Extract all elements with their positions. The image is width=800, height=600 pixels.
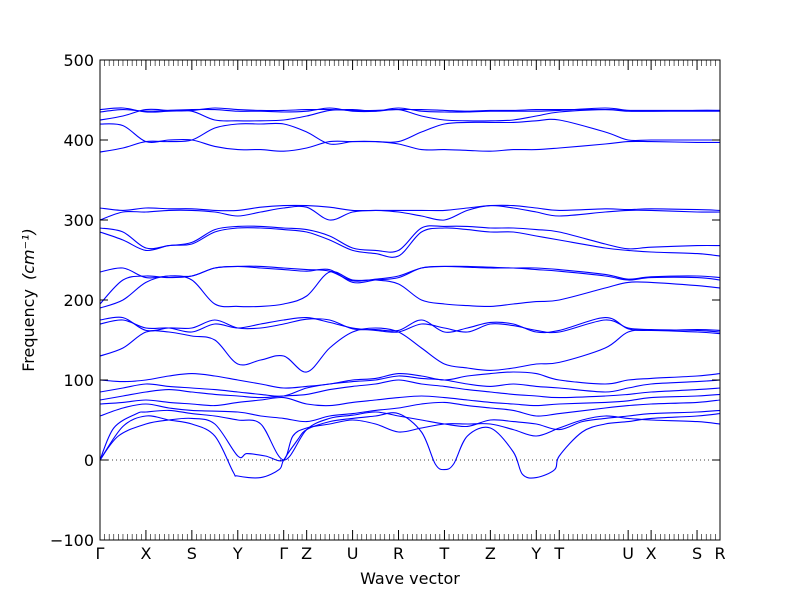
- series-group: [100, 107, 720, 479]
- band-23: [100, 107, 720, 113]
- band-2: [100, 415, 720, 462]
- x-tick-label: U: [347, 544, 359, 563]
- x-tick-label: Y: [530, 544, 541, 563]
- y-tick-label: 200: [63, 291, 94, 310]
- band-6: [100, 379, 720, 401]
- band-15: [100, 227, 720, 258]
- band-7: [100, 375, 720, 397]
- y-tick-label: 400: [63, 131, 94, 150]
- band-1: [100, 412, 720, 479]
- band-8: [100, 371, 720, 389]
- band-3: [100, 409, 720, 461]
- band-9: [100, 327, 720, 373]
- x-tick-label: U: [622, 544, 634, 563]
- band-18: [100, 204, 720, 212]
- y-axis: −100 0 100 200 300 400 500: [50, 51, 720, 550]
- x-tick-label: T: [553, 544, 564, 563]
- band-14: [100, 265, 720, 282]
- x-tick-label: T: [439, 544, 450, 563]
- band-12: [100, 270, 720, 309]
- plot-frame: [99, 59, 721, 541]
- x-tick-label: S: [187, 544, 197, 563]
- y-axis-title: Frequency (cm⁻¹): [19, 228, 38, 371]
- band-17: [100, 204, 720, 221]
- band-20: [100, 118, 720, 152]
- y-axis-title-unit: (cm⁻¹): [19, 228, 38, 280]
- x-tick-label: Y: [232, 544, 243, 563]
- y-tick-label: 300: [63, 211, 94, 230]
- x-tick-label: S: [692, 544, 702, 563]
- band-16: [100, 225, 720, 253]
- band-22: [100, 107, 720, 113]
- x-tick-label: Z: [485, 544, 496, 563]
- x-tick-label: Γ: [96, 544, 105, 563]
- band-5: [100, 393, 720, 407]
- x-axis-title: Wave vector: [360, 569, 460, 588]
- y-tick-label: −100: [50, 531, 94, 550]
- y-tick-label: 500: [63, 51, 94, 70]
- x-tick-label: R: [393, 544, 404, 563]
- band-4: [100, 399, 720, 423]
- y-axis-title-text: Frequency: [19, 289, 38, 372]
- x-tick-label: Z: [301, 544, 312, 563]
- x-tick-label: R: [714, 544, 725, 563]
- band-10: [100, 316, 720, 334]
- band-11: [100, 316, 720, 334]
- y-tick-label: 100: [63, 371, 94, 390]
- x-tick-label: X: [646, 544, 657, 563]
- x-tick-label: Γ: [279, 544, 288, 563]
- y-tick-label: 0: [84, 451, 94, 470]
- x-tick-label: X: [140, 544, 151, 563]
- minor-ticks: [104, 60, 716, 540]
